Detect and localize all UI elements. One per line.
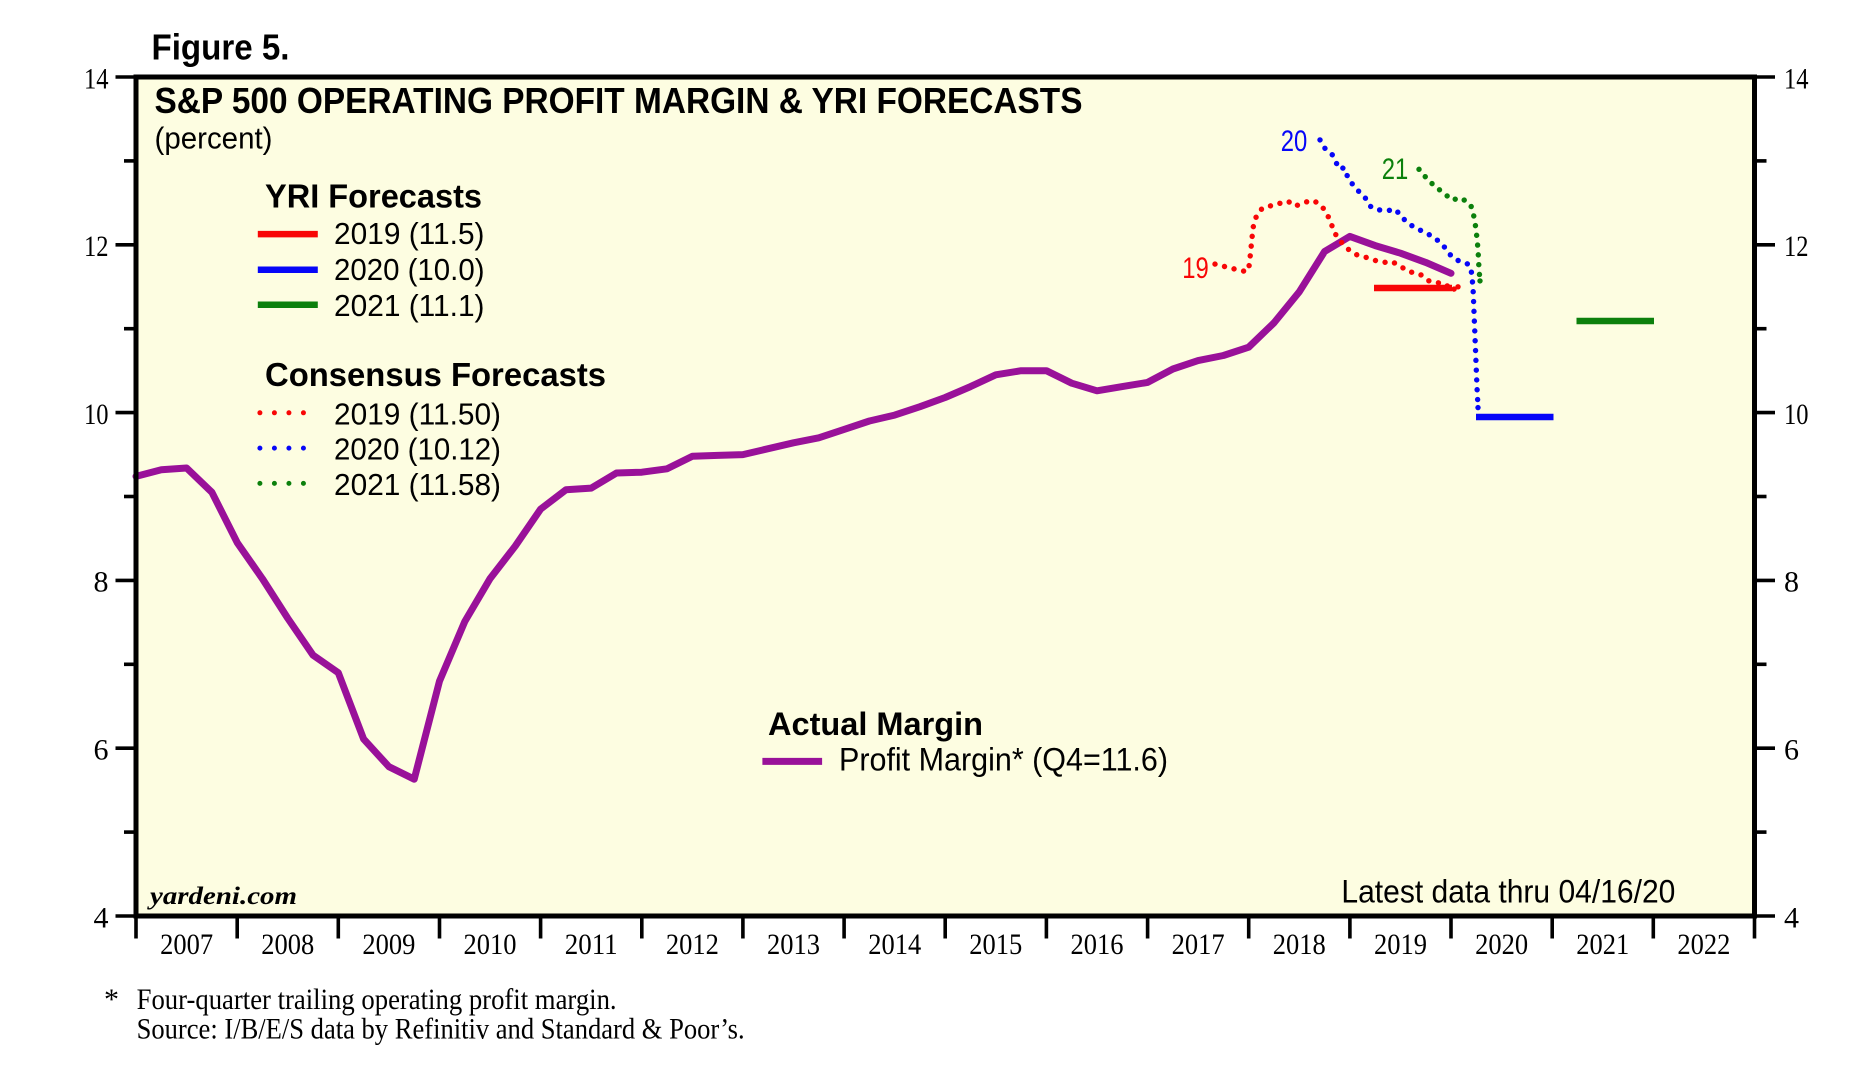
svg-text:2011: 2011 [565,928,618,961]
svg-text:6: 6 [1784,734,1799,767]
svg-text:2021 (11.58): 2021 (11.58) [334,467,501,502]
svg-text:Actual Margin: Actual Margin [768,706,983,742]
svg-text:8: 8 [94,566,109,599]
svg-text:19: 19 [1182,252,1209,285]
svg-text:Four-quarter trailing operatin: Four-quarter trailing operating profit m… [137,983,617,1016]
svg-text:2019: 2019 [1374,928,1427,961]
svg-text:21: 21 [1382,153,1409,186]
svg-text:14: 14 [1784,62,1809,95]
svg-text:2015: 2015 [969,928,1022,961]
svg-text:*: * [104,983,119,1016]
svg-text:2017: 2017 [1172,928,1225,961]
svg-text:2008: 2008 [261,928,314,961]
svg-text:yardeni.com: yardeni.com [147,883,297,910]
svg-text:2021: 2021 [1576,928,1629,961]
svg-text:2020 (10.12): 2020 (10.12) [334,431,501,466]
svg-text:8: 8 [1784,566,1799,599]
svg-text:2013: 2013 [767,928,820,961]
svg-text:Figure 5.: Figure 5. [152,27,290,68]
svg-text:2020 (10.0): 2020 (10.0) [334,252,485,287]
svg-text:2021 (11.1): 2021 (11.1) [334,288,485,323]
svg-text:Consensus Forecasts: Consensus Forecasts [265,356,606,393]
svg-text:6: 6 [94,734,109,767]
svg-text:2012: 2012 [666,928,719,961]
svg-text:S&P 500 OPERATING PROFIT MARGI: S&P 500 OPERATING PROFIT MARGIN & YRI FO… [155,80,1083,121]
svg-text:2014: 2014 [868,928,921,961]
svg-text:(percent): (percent) [155,121,273,156]
svg-text:Source: I/B/E/S data by Refini: Source: I/B/E/S data by Refinitiv and St… [137,1012,745,1045]
svg-text:2016: 2016 [1071,928,1124,961]
svg-text:Latest data thru 04/16/20: Latest data thru 04/16/20 [1341,874,1675,910]
svg-text:Profit Margin* (Q4=11.6): Profit Margin* (Q4=11.6) [839,741,1168,777]
svg-text:14: 14 [84,62,109,95]
svg-text:2007: 2007 [160,928,213,961]
svg-text:2009: 2009 [362,928,415,961]
svg-text:2010: 2010 [464,928,517,961]
svg-text:2018: 2018 [1273,928,1326,961]
svg-text:2020: 2020 [1475,928,1528,961]
svg-text:12: 12 [1784,230,1809,263]
svg-text:4: 4 [94,901,109,934]
svg-text:20: 20 [1281,125,1308,158]
svg-text:4: 4 [1784,901,1799,934]
svg-text:12: 12 [84,230,109,263]
svg-text:2019 (11.5): 2019 (11.5) [334,216,485,251]
svg-text:2019 (11.50): 2019 (11.50) [334,397,501,432]
svg-text:YRI Forecasts: YRI Forecasts [265,178,482,215]
svg-text:2022: 2022 [1677,928,1730,961]
svg-text:10: 10 [1784,398,1809,431]
svg-text:10: 10 [84,398,109,431]
